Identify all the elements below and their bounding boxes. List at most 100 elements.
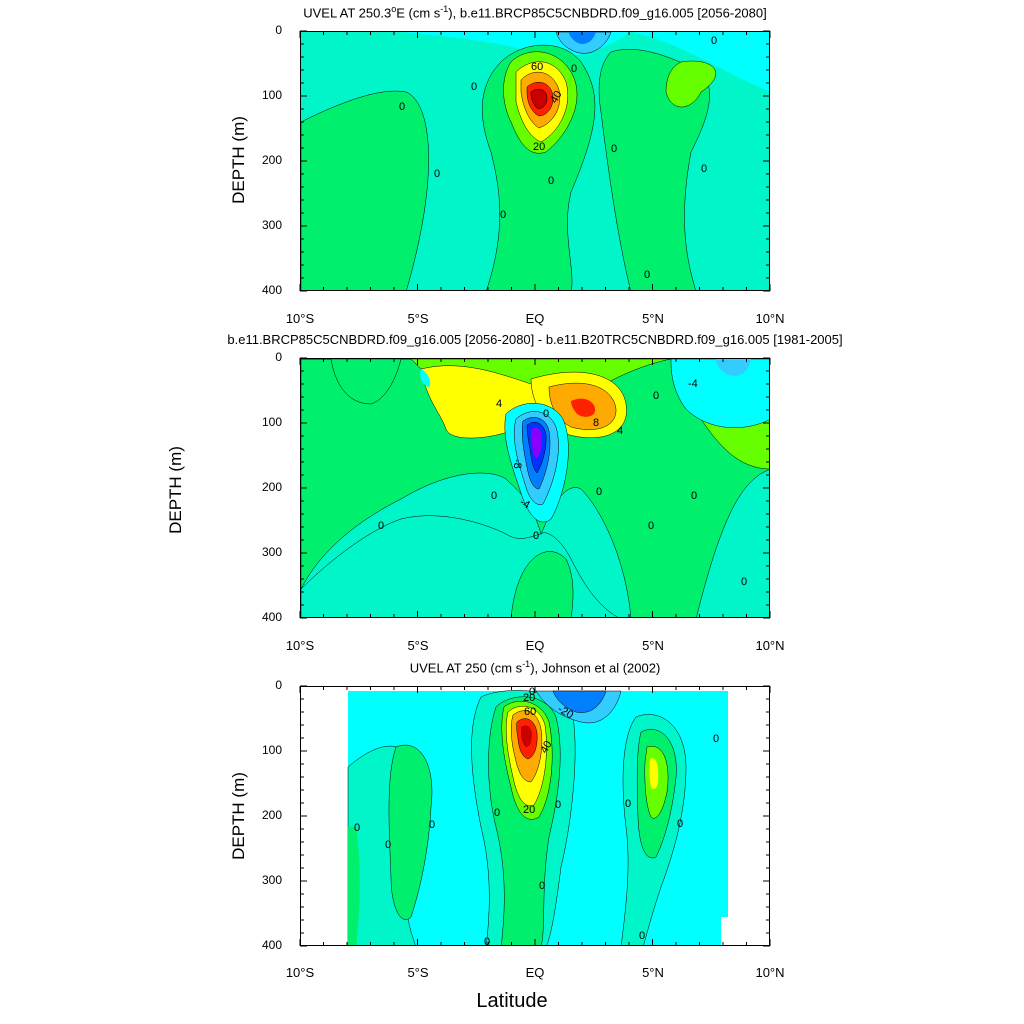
p3-lbl-20b: 20 [523,804,535,816]
p3-lbl-0g: 0 [539,880,545,892]
p3-lbl-60: 60 [524,706,536,718]
p3-ytick-400: 400 [261,938,282,952]
p1-ytick-200: 200 [261,153,282,167]
p2-red-east [571,398,596,417]
p2-lbl-0i: 0 [653,390,659,402]
p3-green-edge [348,827,360,945]
p1-lbl-60: 60 [531,61,543,73]
p1-ytick-100: 100 [261,88,282,102]
x-axis-label: Latitude [476,990,548,1012]
p3-xtick-5s: 5°S [407,965,429,980]
p2-xtick-10n: 10°N [755,638,785,653]
p1-xtick-eq: EQ [525,311,545,326]
p3-lbl-0j: 0 [713,733,719,745]
p3-mask-ne [721,917,728,945]
p3-ytick-200: 200 [261,808,282,822]
p2-ytick-400: 400 [261,610,282,624]
panel3-ylabel: DEPTH (m) [229,772,248,860]
p1-lbl-40: 40 [548,89,565,106]
panel1-title-exp: -1 [440,4,449,14]
p1-ytick-300: 300 [261,218,282,232]
p1-xtick-10s: 10°S [285,311,315,326]
p3-lbl-40: 40 [538,739,555,756]
p1-lbl-0d: 0 [471,81,477,93]
p1-south-green [301,90,429,290]
p2-lbl-0f: 0 [648,520,654,532]
p2-xtick-5n: 5°N [642,638,664,653]
p2-lbl-0b: 0 [491,490,497,502]
p1-lbl-20: 20 [533,141,545,153]
p3-xtick-5n: 5°N [642,965,664,980]
p3-ytick-0: 0 [275,678,282,692]
p1-lbl-0g: 0 [611,143,617,155]
panel3-title-exp: -1 [522,659,531,669]
p3-lbl-0d: 0 [429,819,435,831]
p3-lbl-0l: 0 [484,936,490,946]
p3-xtick-eq: EQ [525,965,545,980]
panel1-title-post: ), b.e11.BRCP85C5CNBDRD.f09_g16.005 [205… [448,5,767,21]
p2-blue-ne [716,359,751,376]
p2-cyan-dot [420,369,431,387]
p2-green-patch [330,359,402,405]
p1-ytick-0: 0 [275,23,282,37]
p3-lbl-0c: 0 [385,839,391,851]
p1-lbl-0f: 0 [548,175,554,187]
p2-ytick-300: 300 [261,545,282,559]
panel3-contours: 20 60 40 20 -20 0 0 0 0 0 0 0 0 0 0 0 0 [347,687,728,946]
p2-xtick-10s: 10°S [285,638,315,653]
p1-lbl-0e: 0 [500,209,506,221]
p3-blue-surf [552,690,607,713]
p3-green-west [388,744,433,920]
p2-lbl-8: 8 [593,417,599,429]
p1-lbl-0b: 0 [399,101,405,113]
panel1-title-pre: UVEL AT 250.3 [303,5,392,21]
p1-eq-darkred [530,88,548,109]
p3-lbl-0h: 0 [625,798,631,810]
p3-lbl-0e: 0 [494,807,500,819]
p2-lbl-0a: 0 [543,408,549,420]
p1-lbl-0h: 0 [644,269,650,281]
p1-contour-labels: 60 40 20 0 0 0 0 0 0 0 0 0 0 [399,35,717,281]
panel1-ylabel: DEPTH (m) [229,116,248,204]
p1-xtick-10n: 10°N [755,311,785,326]
p3-xtick-10s: 10°S [285,965,315,980]
panel3-title-post: ), Johnson et al (2002) [530,660,661,676]
panel1-title: UVEL AT 250.3oE (cm s-1), b.e11.BRCP85C5… [0,4,1024,20]
p2-lbl-0g: 0 [691,490,697,502]
p2-cyan-ne [670,359,769,428]
p2-violet-core [531,427,542,459]
p2-ytick-0: 0 [275,350,282,364]
p3-ytick-100: 100 [261,743,282,757]
p3-lbl-0i: 0 [677,818,683,830]
p2-lbl-m8: -8 [511,459,523,469]
panel2-plot: 4 0 8 4 -4 -8 -4 0 0 0 0 0 0 0 0 [300,358,770,618]
p2-green-deep [510,551,574,617]
p1-north-lime [665,60,716,108]
p1-lbl-0j: 0 [711,35,717,47]
p1-ytick-400: 400 [261,283,282,297]
p3-yellow-north [649,758,659,790]
panel1-title-mid: E (cm s [396,5,441,21]
p2-lbl-0e: 0 [596,486,602,498]
p2-ytick-200: 200 [261,480,282,494]
p1-lbl-0i: 0 [701,163,707,175]
p1-lbl-0a: 0 [571,63,577,75]
p1-surface-cyan [301,32,769,92]
p2-xtick-5s: 5°S [407,638,429,653]
p3-lbl-0b: 0 [354,822,360,834]
p2-lbl-0d: 0 [533,530,539,542]
panel2-ylabel: DEPTH (m) [166,446,185,534]
p1-surface-deepblue [569,32,596,44]
p3-lbl-0f: 0 [555,799,561,811]
panel2-contours: 4 0 8 4 -4 -8 -4 0 0 0 0 0 0 0 0 [301,359,769,617]
panel1-contours: 60 40 20 0 0 0 0 0 0 0 0 0 0 [301,32,769,290]
p2-lbl-0h: 0 [741,576,747,588]
panel1-title-deg: o [391,4,397,14]
p3-xtick-10n: 10°N [755,965,785,980]
p2-lbl-4b: 4 [617,425,623,437]
p1-xtick-5s: 5°S [407,311,429,326]
p3-lbl-0a: 0 [529,687,535,698]
panel1-plot: 60 40 20 0 0 0 0 0 0 0 0 0 0 [300,31,770,291]
p3-ytick-300: 300 [261,873,282,887]
panel2-title: b.e11.BRCP85C5CNBDRD.f09_g16.005 [2056-2… [227,332,843,347]
